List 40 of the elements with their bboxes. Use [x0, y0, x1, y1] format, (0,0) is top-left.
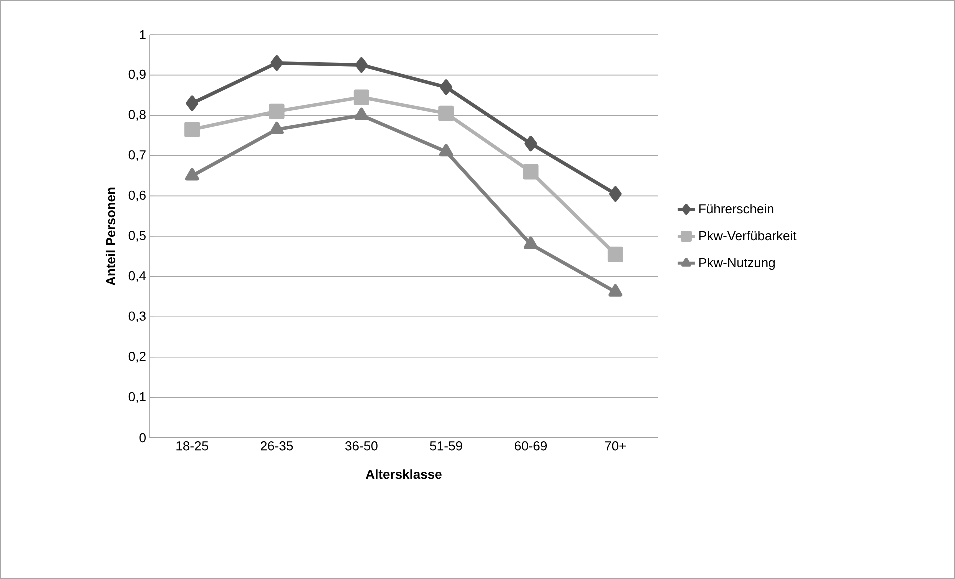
x-tick-label: 60-69 [515, 442, 548, 451]
point [439, 144, 454, 157]
y-tick-label: 0,5 [128, 231, 146, 242]
x-tick-label: 26-35 [261, 442, 294, 451]
point [524, 136, 538, 152]
y-tick-label: 0,7 [128, 150, 146, 162]
point [354, 90, 370, 106]
point [184, 122, 200, 138]
x-tick-label: 36-50 [346, 442, 378, 451]
point [440, 80, 453, 96]
point [269, 104, 285, 120]
legend-label: Führerschein [700, 204, 774, 214]
point [270, 55, 284, 71]
y-tick-label: 0 [140, 433, 146, 443]
y-tick-label: 0,9 [128, 70, 146, 81]
y-tick-label: 0,6 [128, 190, 146, 202]
legend-label: Pkw-Nutzung [700, 258, 775, 270]
point [609, 186, 622, 202]
y-tick-label: 0,3 [128, 312, 146, 322]
x-axis-title: Altersklasse [366, 470, 442, 480]
y-tick-label: 1 [140, 30, 146, 40]
point [270, 122, 284, 134]
point [354, 108, 369, 120]
x-tick-label: 70+ [605, 442, 626, 451]
y-tick-label: 0,4 [128, 271, 146, 282]
y-tick-label: 0,8 [128, 110, 146, 121]
point [438, 106, 454, 122]
point [524, 236, 538, 250]
point [608, 284, 623, 297]
point [523, 164, 539, 180]
x-tick-label: 18-25 [176, 442, 208, 451]
y-axis-title: Anteil Personen [106, 188, 116, 286]
legend-label: Pkw-Verfübarkeit [700, 231, 797, 241]
x-tick-label: 51-59 [430, 442, 462, 451]
y-tick-label: 0,2 [128, 352, 146, 363]
y-tick-label: 0,1 [128, 392, 146, 404]
point [186, 96, 199, 112]
point [608, 246, 624, 262]
point [355, 57, 368, 73]
point [185, 168, 200, 181]
